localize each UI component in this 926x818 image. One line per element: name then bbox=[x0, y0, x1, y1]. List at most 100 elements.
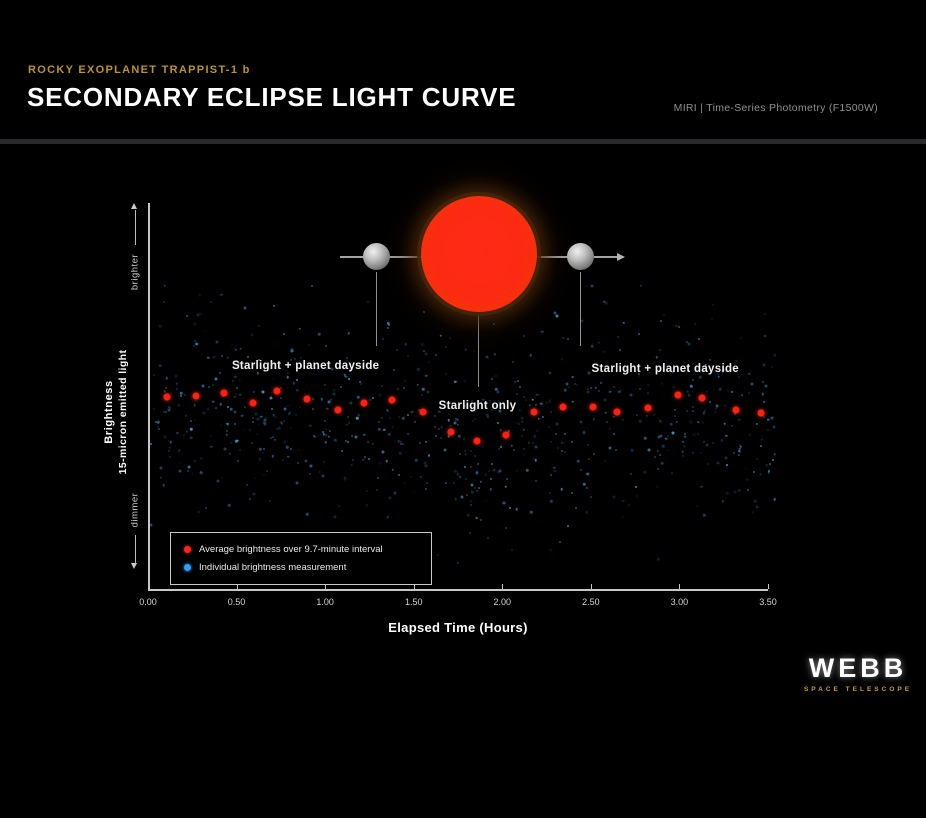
measurement-point bbox=[746, 488, 749, 491]
measurement-point bbox=[563, 433, 566, 436]
measurement-point bbox=[254, 412, 258, 416]
measurement-point bbox=[349, 363, 352, 366]
measurement-point bbox=[771, 366, 774, 369]
measurement-point bbox=[274, 415, 277, 418]
measurement-point bbox=[235, 392, 238, 395]
measurement-point bbox=[205, 506, 208, 509]
legend-label-individual: Individual brightness measurement bbox=[199, 562, 347, 573]
measurement-point bbox=[227, 399, 230, 402]
measurement-point bbox=[475, 516, 478, 519]
measurement-point bbox=[458, 475, 461, 478]
measurement-point bbox=[560, 357, 563, 360]
measurement-point bbox=[453, 380, 457, 383]
measurement-point bbox=[621, 418, 624, 421]
measurement-point bbox=[456, 472, 459, 476]
measurement-point bbox=[310, 284, 313, 287]
measurement-point bbox=[549, 440, 552, 443]
measurement-point bbox=[684, 372, 688, 376]
measurement-point bbox=[363, 456, 366, 459]
measurement-point bbox=[404, 342, 407, 346]
measurement-point bbox=[492, 468, 496, 472]
measurement-point bbox=[684, 435, 687, 438]
measurement-point bbox=[290, 427, 293, 430]
measurement-point bbox=[468, 532, 471, 535]
measurement-point bbox=[612, 386, 615, 389]
measurement-point bbox=[505, 478, 508, 481]
measurement-point bbox=[459, 452, 462, 455]
measurement-point bbox=[162, 484, 166, 487]
measurement-point bbox=[159, 466, 163, 470]
measurement-point bbox=[486, 415, 489, 418]
measurement-point bbox=[586, 390, 590, 394]
measurement-point bbox=[511, 361, 514, 364]
measurement-point bbox=[216, 479, 220, 483]
measurement-point bbox=[256, 372, 259, 375]
measurement-point bbox=[696, 432, 699, 435]
measurement-point bbox=[467, 448, 470, 451]
measurement-point bbox=[484, 500, 487, 503]
measurement-point bbox=[647, 371, 650, 374]
measurement-point bbox=[696, 420, 699, 423]
measurement-point bbox=[198, 510, 201, 513]
measurement-point bbox=[417, 409, 420, 412]
measurement-point bbox=[227, 405, 230, 408]
measurement-point bbox=[214, 407, 217, 410]
measurement-point bbox=[700, 452, 702, 455]
webb-subtitle: SPACE TELESCOPE bbox=[803, 686, 913, 693]
measurement-point bbox=[273, 438, 277, 442]
measurement-point bbox=[383, 428, 386, 431]
measurement-point bbox=[415, 415, 418, 418]
measurement-point bbox=[399, 442, 402, 445]
measurement-point bbox=[738, 447, 741, 450]
annotation-label: Starlight only bbox=[438, 399, 517, 412]
measurement-point bbox=[571, 400, 575, 403]
measurement-point bbox=[555, 314, 559, 318]
measurement-point bbox=[329, 398, 333, 402]
measurement-point bbox=[593, 453, 596, 456]
brighter-arrow-line bbox=[134, 210, 136, 245]
measurement-point bbox=[687, 342, 691, 346]
webb-wordmark: WEBB bbox=[808, 653, 908, 683]
measurement-point bbox=[322, 431, 325, 434]
measurement-point bbox=[263, 421, 266, 425]
instrument-caption: MIRI | Time-Series Photometry (F1500W) bbox=[673, 102, 878, 114]
measurement-point bbox=[559, 540, 562, 543]
measurement-point bbox=[352, 459, 355, 461]
measurement-point bbox=[309, 472, 312, 475]
measurement-point bbox=[349, 367, 353, 371]
measurement-point bbox=[504, 485, 507, 489]
measurement-point bbox=[361, 459, 364, 462]
measurement-point bbox=[203, 330, 206, 333]
measurement-point bbox=[449, 424, 452, 428]
measurement-point bbox=[599, 382, 602, 385]
legend-item-individual: Individual brightness measurement bbox=[184, 562, 431, 573]
measurement-point bbox=[590, 284, 594, 288]
measurement-point bbox=[230, 441, 233, 444]
measurement-point bbox=[236, 459, 239, 462]
measurement-point bbox=[612, 415, 615, 418]
measurement-point bbox=[258, 423, 261, 426]
eyebrow-title: ROCKY EXOPLANET TRAPPIST-1 b bbox=[28, 64, 251, 76]
measurement-point bbox=[286, 405, 289, 408]
measurement-point bbox=[702, 411, 705, 415]
measurement-point bbox=[464, 405, 467, 408]
measurement-point bbox=[526, 468, 529, 472]
measurement-point bbox=[440, 425, 443, 429]
measurement-point bbox=[739, 394, 742, 397]
x-axis-tick-label: 1.50 bbox=[404, 597, 423, 607]
measurement-point bbox=[772, 425, 776, 429]
measurement-point bbox=[588, 457, 591, 460]
measurement-point bbox=[356, 395, 360, 399]
measurement-point bbox=[193, 460, 196, 463]
measurement-point bbox=[570, 492, 573, 495]
measurement-point bbox=[606, 420, 609, 423]
measurement-point bbox=[324, 440, 327, 444]
annotation-label: Starlight + planet dayside bbox=[231, 359, 380, 372]
x-axis-tick-label: 2.50 bbox=[582, 597, 600, 607]
measurement-point bbox=[316, 367, 320, 370]
measurement-point bbox=[447, 434, 450, 438]
measurement-point bbox=[467, 514, 470, 517]
measurement-point bbox=[189, 428, 193, 431]
measurement-point bbox=[409, 476, 412, 479]
